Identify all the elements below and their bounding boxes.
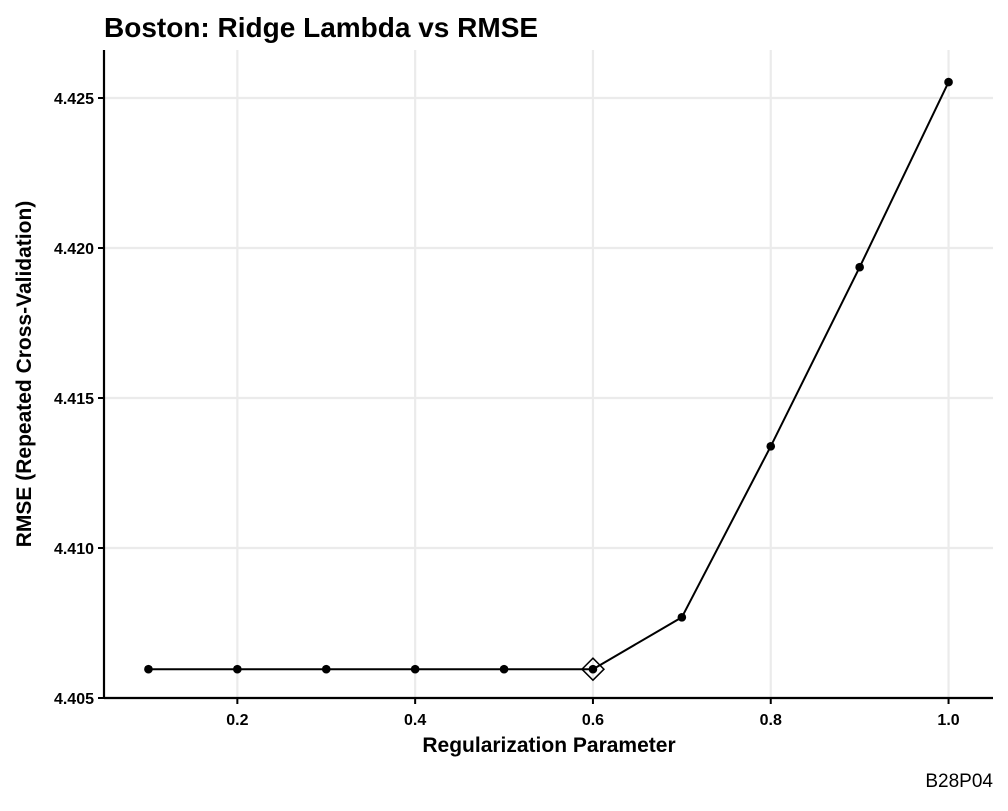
x-tick-label: 1.0 <box>937 712 959 729</box>
grid-lines <box>104 50 993 700</box>
x-tick-label: 0.8 <box>760 712 782 729</box>
series <box>144 77 953 682</box>
y-tick-label: 4.405 <box>54 691 94 708</box>
data-point <box>410 664 420 674</box>
data-point <box>144 664 153 674</box>
tick-labels: 0.2 0.4 0.6 0.8 1.0 4.405 4.410 4.415 4.420 4.425 <box>54 91 960 729</box>
x-tick-label: 0.4 <box>404 712 426 729</box>
best-lambda-marker <box>580 657 606 682</box>
data-point <box>499 664 509 674</box>
data-point <box>588 664 598 674</box>
y-tick-label: 4.420 <box>54 241 94 258</box>
chart-title: Boston: Ridge Lambda vs RMSE <box>104 12 538 43</box>
data-point <box>321 664 331 674</box>
data-point <box>944 77 953 87</box>
data-point <box>855 262 864 272</box>
y-tick-label: 4.425 <box>54 91 94 108</box>
y-tick-label: 4.410 <box>54 541 94 558</box>
series-line <box>148 81 950 671</box>
y-axis-label: RMSE (Repeated Cross-Validation) <box>13 201 36 548</box>
data-point <box>233 664 242 674</box>
x-tick-label: 0.2 <box>226 712 248 729</box>
x-tick-label: 0.6 <box>582 712 604 729</box>
data-point <box>766 442 776 451</box>
data-point <box>677 613 687 622</box>
y-tick-label: 4.415 <box>54 391 94 408</box>
x-axis-label: Regularization Parameter <box>422 734 675 757</box>
chart-caption: B28P04 <box>925 771 993 792</box>
axes <box>98 50 993 704</box>
